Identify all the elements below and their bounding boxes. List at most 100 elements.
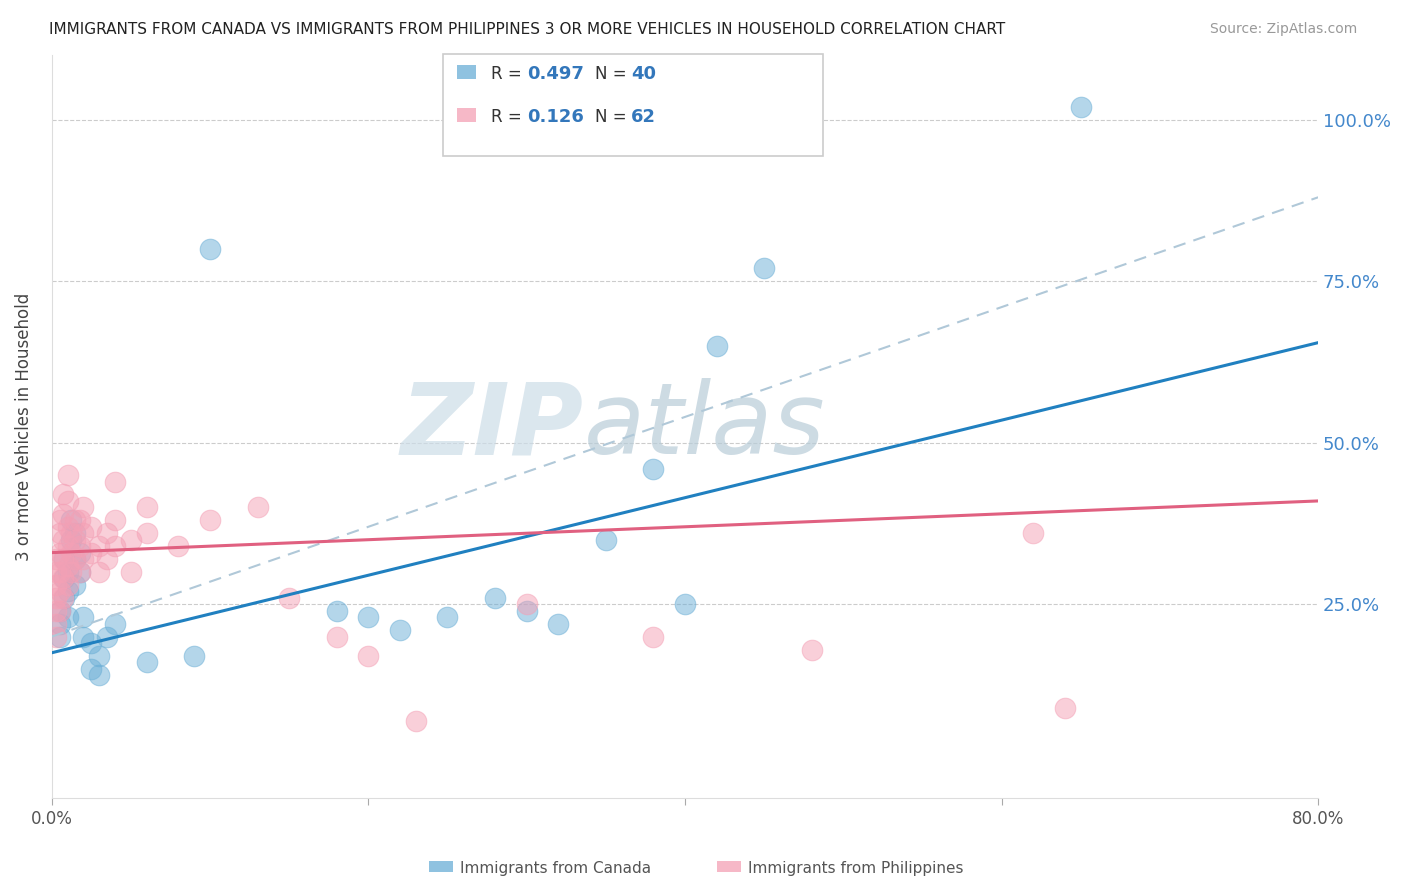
Point — [59, 513, 82, 527]
Point — [56, 539, 79, 553]
Point — [53, 572, 76, 586]
Point — [135, 500, 157, 515]
Point — [48, 584, 70, 599]
Point — [48, 616, 70, 631]
Text: Immigrants from Philippines: Immigrants from Philippines — [748, 861, 963, 876]
Point — [1053, 700, 1076, 714]
Point — [59, 565, 82, 579]
Point — [80, 520, 103, 534]
Point — [59, 546, 82, 560]
Point — [104, 616, 127, 631]
Point — [135, 526, 157, 541]
Text: atlas: atlas — [583, 378, 825, 475]
Point — [673, 597, 696, 611]
Point — [643, 461, 665, 475]
Point — [96, 630, 118, 644]
Point — [65, 533, 87, 547]
Point — [56, 565, 79, 579]
Point — [56, 584, 79, 599]
Point — [65, 526, 87, 541]
Point — [52, 572, 75, 586]
Text: 62: 62 — [631, 108, 657, 126]
Point — [69, 565, 91, 579]
Point — [278, 591, 301, 605]
Point — [45, 604, 67, 618]
Point — [56, 578, 79, 592]
Point — [183, 648, 205, 663]
Point — [56, 494, 79, 508]
Point — [72, 526, 94, 541]
Point — [167, 539, 190, 553]
Point — [52, 552, 75, 566]
Point — [45, 565, 67, 579]
Point — [65, 552, 87, 566]
Point — [45, 578, 67, 592]
Point — [69, 513, 91, 527]
Point — [1070, 100, 1092, 114]
Text: 0.126: 0.126 — [527, 108, 583, 126]
Point — [405, 714, 427, 728]
Point — [48, 526, 70, 541]
Point — [52, 507, 75, 521]
Point — [246, 500, 269, 515]
Text: 0.497: 0.497 — [527, 65, 583, 83]
Point — [45, 616, 67, 631]
Text: ZIP: ZIP — [401, 378, 583, 475]
Point — [89, 648, 111, 663]
Point — [96, 526, 118, 541]
Point — [357, 610, 380, 624]
Point — [706, 339, 728, 353]
Y-axis label: 3 or more Vehicles in Household: 3 or more Vehicles in Household — [15, 293, 32, 561]
Point — [595, 533, 617, 547]
Point — [752, 261, 775, 276]
Text: R =: R = — [491, 65, 522, 83]
Point — [72, 552, 94, 566]
Point — [104, 539, 127, 553]
Point — [89, 668, 111, 682]
Point — [45, 630, 67, 644]
Point — [65, 513, 87, 527]
Point — [80, 636, 103, 650]
Point — [72, 500, 94, 515]
Point — [56, 468, 79, 483]
Point — [48, 604, 70, 618]
Point — [48, 513, 70, 527]
Point — [388, 623, 411, 637]
Text: IMMIGRANTS FROM CANADA VS IMMIGRANTS FROM PHILIPPINES 3 OR MORE VEHICLES IN HOUS: IMMIGRANTS FROM CANADA VS IMMIGRANTS FRO… — [49, 22, 1005, 37]
Point — [65, 552, 87, 566]
Point — [52, 591, 75, 605]
Point — [56, 558, 79, 573]
Point — [56, 610, 79, 624]
Point — [325, 630, 347, 644]
Point — [1022, 526, 1045, 541]
Point — [643, 630, 665, 644]
Text: Source: ZipAtlas.com: Source: ZipAtlas.com — [1209, 22, 1357, 37]
Point — [48, 565, 70, 579]
Point — [45, 552, 67, 566]
Point — [52, 533, 75, 547]
Point — [120, 533, 142, 547]
Point — [436, 610, 458, 624]
Point — [198, 513, 221, 527]
Point — [72, 630, 94, 644]
Point — [547, 616, 569, 631]
Point — [53, 591, 76, 605]
Point — [96, 552, 118, 566]
Point — [59, 526, 82, 541]
Point — [65, 578, 87, 592]
Point — [45, 591, 67, 605]
Text: 40: 40 — [631, 65, 657, 83]
Point — [357, 648, 380, 663]
Point — [59, 533, 82, 547]
Point — [484, 591, 506, 605]
Point — [89, 565, 111, 579]
Point — [72, 610, 94, 624]
Point — [56, 520, 79, 534]
Point — [120, 565, 142, 579]
Text: N =: N = — [595, 108, 626, 126]
Point — [89, 539, 111, 553]
Point — [69, 546, 91, 560]
Point — [516, 597, 538, 611]
Point — [104, 475, 127, 489]
Point — [800, 642, 823, 657]
